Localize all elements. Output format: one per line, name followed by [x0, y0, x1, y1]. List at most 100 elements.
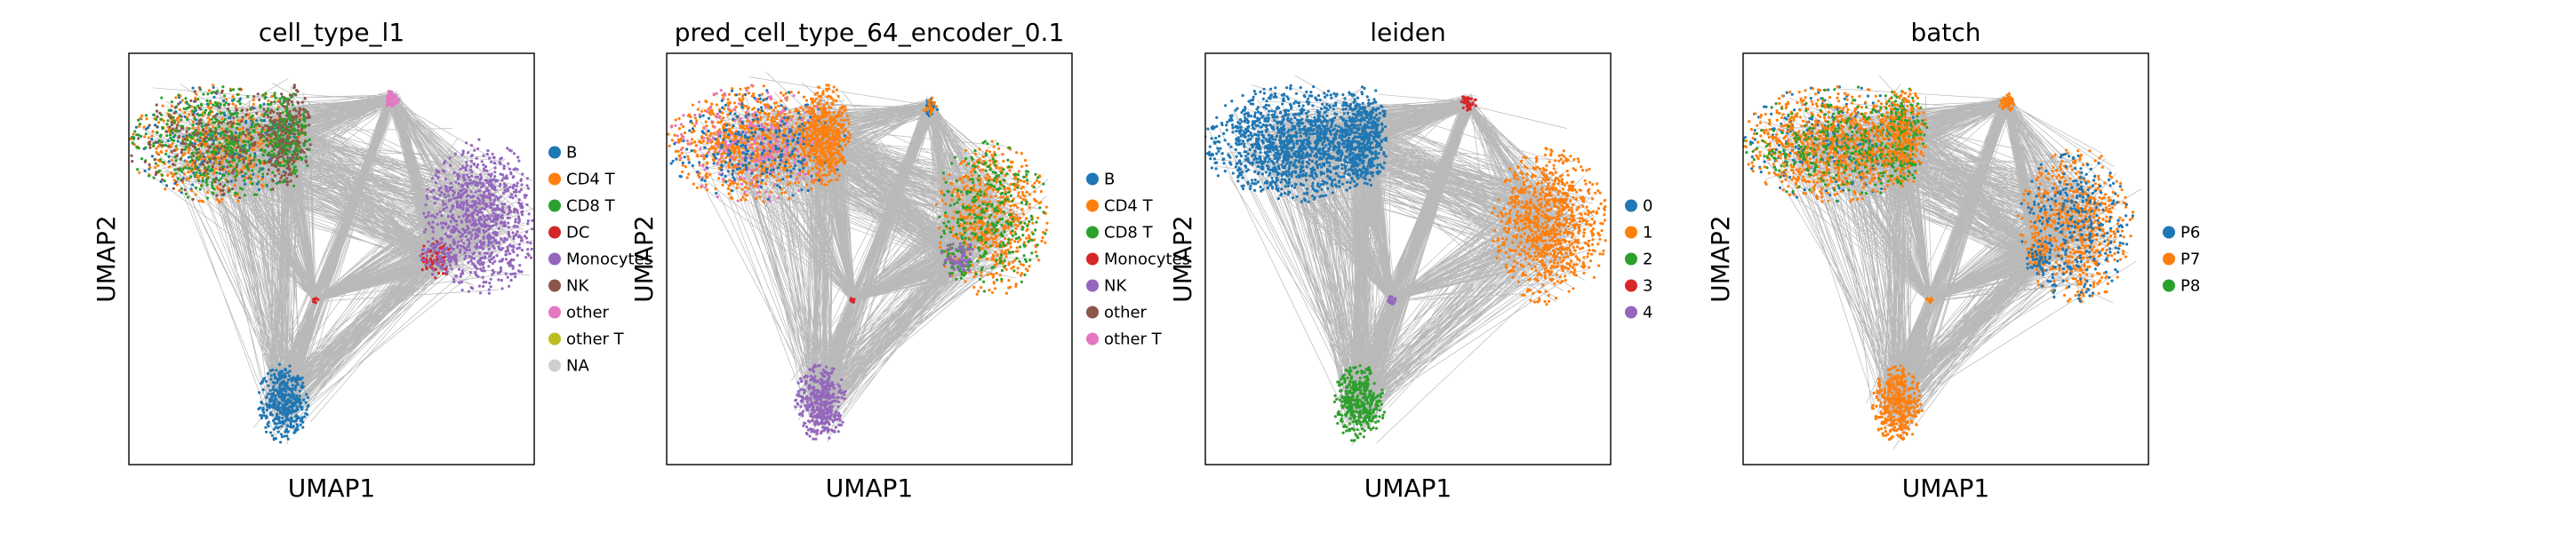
legend-marker [548, 359, 561, 372]
scatter-point-group [1460, 95, 1477, 112]
legend-marker [548, 146, 561, 159]
legend-marker [1625, 252, 1637, 266]
legend-label: Monocytes [1104, 251, 1190, 269]
scatter-point-group [1491, 147, 1607, 306]
axes-frame [128, 52, 535, 465]
legend-marker [548, 279, 561, 292]
legend-label: 2 [1643, 251, 1652, 269]
cluster-points-2 [1491, 147, 1607, 306]
scatter-point-group [260, 91, 312, 187]
legend-label: other [1104, 304, 1148, 322]
plot-area [1743, 76, 2141, 449]
legend-label: CD4 T [566, 171, 616, 189]
legend-marker [2163, 252, 2175, 266]
scatter-point-group [260, 84, 312, 187]
cluster-points-5 [385, 90, 401, 108]
legend-label: P6 [2180, 224, 2200, 243]
plot-area [667, 71, 1049, 443]
legend: P6 P7 P8 [2163, 224, 2200, 296]
scatter-point-group [257, 362, 310, 444]
panel-title: batch [1910, 18, 1980, 47]
edge-bundle [682, 71, 1049, 443]
legend-marker [1625, 306, 1637, 319]
scatter-point-group [940, 242, 974, 277]
cluster-points-3 [419, 240, 455, 280]
legend-label: 4 [1643, 304, 1652, 322]
axes-frame [666, 52, 1073, 465]
cluster-points-0 [129, 84, 308, 204]
y-axis-label: UMAP2 [92, 215, 121, 303]
cluster-points-0 [667, 84, 847, 203]
cluster-points-4 [1460, 95, 1477, 112]
legend-marker [1086, 172, 1099, 186]
cluster-points-3 [2025, 239, 2052, 276]
scatter-point-group [935, 139, 1049, 296]
y-axis-label: UMAP2 [629, 215, 659, 303]
y-axis-label: UMAP2 [1168, 215, 1197, 303]
legend-label: NK [1104, 277, 1127, 296]
legend-marker [1086, 279, 1099, 292]
umap-panel-1: pred_cell_type_64_encoder_0.1 UMAP1 UMAP2 B… [629, 18, 1190, 503]
cluster-points-3 [940, 242, 974, 277]
scatter-point-group [129, 84, 308, 204]
legend-label: B [1104, 171, 1115, 189]
legend-label: Monocytes [566, 251, 652, 269]
plot-area [129, 78, 534, 445]
cluster-points-6 [1924, 297, 1934, 304]
scatter-point-group [1874, 88, 1927, 188]
cluster-points-6 [849, 297, 856, 304]
y-axis-label: UMAP2 [1706, 215, 1735, 303]
panel-title: leiden [1370, 18, 1446, 47]
cluster-points-2 [935, 139, 1049, 296]
plot-area [1205, 75, 1607, 446]
legend: 0 1 2 3 4 [1625, 197, 1652, 322]
cluster-points-1 [1336, 85, 1388, 187]
scatter-point-group [849, 297, 856, 304]
scatter-point-group [940, 244, 972, 276]
legend-marker [548, 199, 561, 212]
scatter-point-group [312, 297, 320, 305]
legend-marker [1625, 279, 1637, 292]
legend-label: P7 [2180, 251, 2200, 269]
legend-marker [548, 306, 561, 319]
umap-panel-3: batch UMAP1 UMAP2 P6 P7 P8 [1706, 18, 2200, 503]
edge-bundle [1756, 76, 2141, 449]
cluster-points-1 [260, 84, 312, 187]
cluster-points-4 [1870, 364, 1924, 442]
legend-marker [1086, 252, 1099, 266]
scatter-point-group [1870, 364, 1924, 442]
scatter-point-group [1336, 85, 1388, 187]
cluster-points-5 [1387, 295, 1397, 306]
x-axis-label: UMAP1 [288, 473, 376, 503]
x-axis-label: UMAP1 [1902, 473, 1990, 503]
legend-marker [1086, 306, 1099, 319]
legend-label: NK [566, 277, 589, 296]
legend-label: 3 [1643, 277, 1652, 296]
legend: B CD4 T CD8 T DC Monocytes NK other other T NA [548, 144, 652, 376]
x-axis-label: UMAP1 [826, 473, 914, 503]
legend-label: 1 [1643, 224, 1652, 243]
cluster-points-0 [1743, 85, 1924, 203]
scatter-point-group [2025, 239, 2052, 276]
scatter-point-group [1387, 295, 1397, 306]
legend-marker [548, 172, 561, 186]
cluster-points-4 [794, 363, 847, 441]
umap-panel-2: leiden UMAP1 UMAP2 0 1 2 3 4 [1168, 18, 1652, 503]
cluster-points-5 [1998, 92, 2015, 112]
legend-label: CD8 T [566, 197, 616, 216]
legend-marker [2163, 226, 2175, 239]
cluster-points-2 [422, 138, 534, 295]
scatter-point-group [2028, 239, 2050, 276]
cluster-points-4 [257, 362, 310, 444]
axes-frame [1742, 52, 2149, 465]
umap-panel-0: cell_type_l1 UMAP1 UMAP2 B CD4 T CD8 T DC Monoc… [92, 18, 652, 503]
cluster-points-6 [312, 297, 320, 305]
x-axis-label: UMAP1 [1364, 473, 1452, 503]
scatter-point-group [422, 138, 534, 295]
legend-marker [1625, 226, 1637, 239]
axes-frame [1204, 52, 1612, 465]
scatter-point-group [669, 89, 847, 201]
legend-marker [1625, 199, 1637, 212]
scatter-point-group [922, 96, 938, 115]
legend-label: other T [1104, 330, 1163, 349]
